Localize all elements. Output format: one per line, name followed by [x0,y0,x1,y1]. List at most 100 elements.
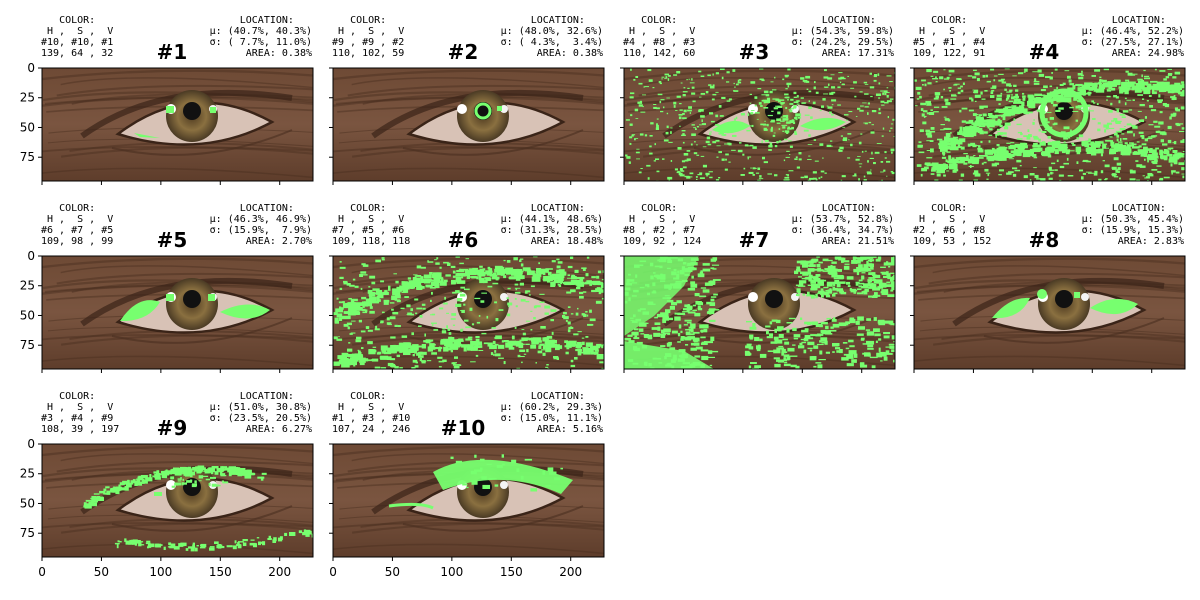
channels-heading: H , S , V [913,214,986,225]
color-heading: COLOR: [59,15,96,26]
y-tick-label: 75 [20,150,35,164]
location-info: LOCATION: μ: (40.7%, 40.3%) σ: ( 7.7%, 11… [133,15,312,59]
eye-image [914,256,1185,369]
location-heading: LOCATION: [239,391,294,402]
x-tick-label: 0 [329,565,337,579]
eye-image [333,68,604,181]
location-heading: LOCATION: [1111,15,1166,26]
color-heading: COLOR: [931,15,968,26]
color-info: COLOR: H , S , V #8 , #2 , #7 109, 92 , 12… [623,203,701,247]
area-line: AREA: 2.83% [1117,236,1184,247]
mu-line: μ: (44.1%, 48.6%) [500,214,603,225]
panel-title: #8 [1028,228,1060,252]
mu-line: μ: (48.0%, 32.6%) [500,26,603,37]
y-tick-label: 75 [20,526,35,540]
channels-heading: H , S , V [41,26,114,37]
mu-line: μ: (60.2%, 29.3%) [500,402,603,413]
plot-frame [913,67,1186,182]
plot-frame [41,443,314,558]
rank-line: #5 , #1 , #4 [913,37,986,48]
area-line: AREA: 5.16% [536,424,603,435]
area-line: AREA: 0.38% [245,48,312,59]
color-info: COLOR: H , S , V #3 , #4 , #9 108, 39 , 19… [41,391,119,435]
mu-line: μ: (46.4%, 52.2%) [1081,26,1184,37]
hsv-line: 109, 118, 118 [332,236,411,247]
sigma-line: σ: (31.3%, 28.5%) [500,225,603,236]
area-line: AREA: 0.38% [536,48,603,59]
location-info: LOCATION: μ: (51.0%, 30.8%) σ: (23.5%, 20… [133,391,312,435]
y-tick-label: 25 [20,279,35,293]
x-tick-label: 100 [440,565,463,579]
plot-frame [41,67,314,182]
color-heading: COLOR: [59,391,96,402]
y-tick-label: 50 [20,496,35,510]
indent [41,203,59,214]
indent [1166,203,1184,214]
eye-image [42,444,313,557]
sigma-line: σ: (27.5%, 27.1%) [1081,37,1184,48]
rank-line: #6 , #7 , #5 [41,225,114,236]
indent [585,391,603,402]
color-mask-overlay [388,454,573,510]
indent [41,391,59,402]
x-tick-label: 50 [385,565,400,579]
eye-image-plot: 0 25 50 75 [20,61,314,185]
panel-title: #10 [440,416,486,440]
location-info: LOCATION: μ: (46.4%, 52.2%) σ: (27.5%, 27… [1005,15,1184,59]
plot-frame [332,255,605,370]
y-tick-label: 0 [27,61,35,75]
eye-image-plot [329,67,605,185]
indent [294,391,312,402]
plot-frame [913,255,1186,370]
color-mask-overlay [624,256,895,369]
channels-heading: H , S , V [913,26,986,37]
rank-line: #7 , #5 , #6 [332,225,405,236]
hsv-line: 109, 53 , 152 [913,236,992,247]
color-heading: COLOR: [641,203,678,214]
panel-title: #2 [447,40,479,64]
rank-line: #1 , #3 , #10 [332,413,411,424]
indent [585,203,603,214]
indent [585,15,603,26]
channels-heading: H , S , V [623,214,696,225]
mu-line: μ: (51.0%, 30.8%) [209,402,312,413]
mu-line: μ: (46.3%, 46.9%) [209,214,312,225]
hsv-line: 107, 24 , 246 [332,424,411,435]
eye-image-plot: 0 25 50 75 [20,249,314,373]
channels-heading: H , S , V [332,214,405,225]
location-heading: LOCATION: [239,15,294,26]
color-mask-overlay [134,106,216,138]
rank-line: #3 , #4 , #9 [41,413,114,424]
color-info: COLOR: H , S , V #2 , #6 , #8 109, 53 , 15… [913,203,991,247]
color-mask-overlay [914,68,1185,181]
sigma-line: σ: ( 7.7%, 11.0%) [209,37,312,48]
sigma-line: σ: (24.2%, 29.5%) [791,37,894,48]
sigma-line: σ: (15.0%, 11.1%) [500,413,603,424]
y-tick-label: 50 [20,308,35,322]
color-info: COLOR: H , S , V #5 , #1 , #4 109, 122, 91 [913,15,985,59]
hsv-line: 109, 122, 91 [913,48,986,59]
hsv-line: 139, 64 , 32 [41,48,114,59]
indent [294,15,312,26]
x-tick-label: 200 [559,565,582,579]
indent [876,15,894,26]
rank-line: #8 , #2 , #7 [623,225,696,236]
location-heading: LOCATION: [530,203,585,214]
plot-frame [623,67,896,182]
x-tick-label: 50 [94,565,109,579]
color-heading: COLOR: [350,203,387,214]
indent [876,203,894,214]
color-heading: COLOR: [931,203,968,214]
indent [913,15,931,26]
location-info: LOCATION: μ: (48.0%, 32.6%) σ: ( 4.3%, 3.… [424,15,603,59]
eye-image-plot [329,255,605,373]
sigma-line: σ: (36.4%, 34.7%) [791,225,894,236]
area-line: AREA: 17.31% [821,48,894,59]
eye-image-plot [620,67,896,185]
area-line: AREA: 21.51% [821,236,894,247]
color-info: COLOR: H , S , V #9 , #9 , #2 110, 102, 59 [332,15,404,59]
panel-title: #6 [447,228,479,252]
color-mask-overlay [992,289,1138,319]
y-tick-label: 0 [27,437,35,451]
channels-heading: H , S , V [332,26,405,37]
